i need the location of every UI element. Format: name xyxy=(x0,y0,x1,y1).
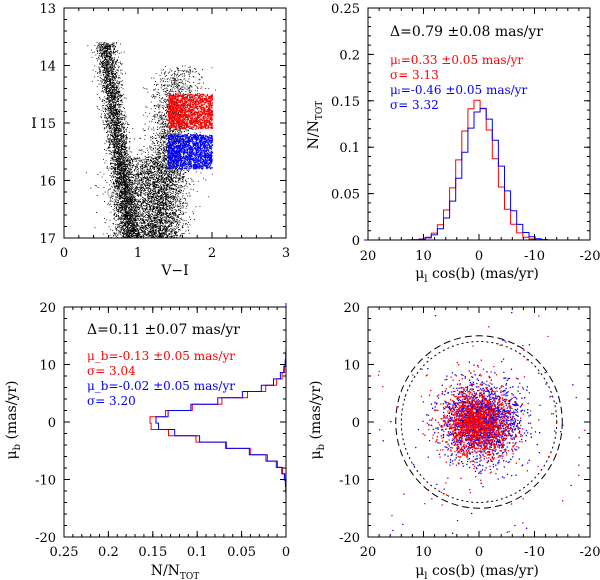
vpd-xlabel: μl cos(b) (mas/yr) xyxy=(415,563,539,580)
hist-l-ytick-label: 0.1 xyxy=(339,141,360,156)
vpd-red-points xyxy=(377,315,586,533)
cmd-blue-selection xyxy=(167,133,214,170)
hist-l-ytick-label: 0.05 xyxy=(331,188,360,203)
hist-l-frame xyxy=(367,7,591,241)
cmd-red-selection xyxy=(167,93,214,130)
hist-l-ticks: 20 10 0 -10 -20 0 0.05 0.1 0.15 0.2 0.25 xyxy=(331,2,600,264)
hist-b-ytick-label: 10 xyxy=(39,359,56,374)
hist-l-delta: Δ=0.79 ±0.08 mas/yr xyxy=(390,24,543,40)
hist-l-ylabel: N/NTOT xyxy=(306,101,325,150)
vpd-ytick-label: 10 xyxy=(343,359,360,374)
hist-b-frame xyxy=(63,306,287,538)
cmd-ytick-label: 16 xyxy=(39,175,56,190)
hist-b-ytick-label: -10 xyxy=(35,474,56,489)
hist-l-ytick-label: 0.25 xyxy=(331,2,360,17)
vpd-xtick-label: -20 xyxy=(580,545,600,560)
hist-b-red-mu: μ_b=-0.13 ±0.05 mas/yr xyxy=(87,349,235,363)
vpd-ylabel: μb (mas/yr) xyxy=(308,380,327,459)
vpd-xtick-label: 10 xyxy=(415,545,432,560)
cmd-ytick-label: 14 xyxy=(39,60,56,75)
hist-l-ytick-label: 0.15 xyxy=(331,95,360,110)
cmd-panel: 0 1 2 3 13 14 15 16 17 V−I I xyxy=(31,2,290,279)
hist-b-xlabel: N/NTOT xyxy=(151,563,200,580)
hist-b-bars xyxy=(149,303,287,537)
cmd-xlabel: V−I xyxy=(160,263,188,279)
hist-l-xtick-label: -10 xyxy=(524,249,545,264)
hist-l-bars xyxy=(364,99,590,241)
hist-b-blue-sigma: σ= 3.20 xyxy=(87,394,136,408)
hist-b-ytick-label: 0 xyxy=(48,416,56,431)
cmd-ytick-label: 17 xyxy=(39,232,56,247)
vpd-ytick-label: -10 xyxy=(339,474,360,489)
hist-b-xtick-label: 0.1 xyxy=(187,545,208,560)
hist-b-red-sigma: σ= 3.04 xyxy=(87,364,136,378)
cmd-xtick-label: 3 xyxy=(282,246,290,261)
hist-l-blue-sigma: σ= 3.32 xyxy=(390,98,439,112)
hist-b-xtick-label: 0.25 xyxy=(50,545,79,560)
hist-l-panel: 20 10 0 -10 -20 0 0.05 0.1 0.15 0.2 0.25 μl cos(b)… xyxy=(306,2,600,285)
vpd-panel: 20 10 0 -10 -20 -20 -10 0 10 20 μl cos(b) (mas/yr… xyxy=(308,301,600,580)
hist-l-ytick-label: 0 xyxy=(352,234,360,249)
hist-l-red-sigma: σ= 3.13 xyxy=(390,68,439,82)
hist-b-xtick-label: 0.2 xyxy=(98,545,119,560)
cmd-xtick-label: 1 xyxy=(134,246,142,261)
hist-l-xlabel: μl cos(b) (mas/yr) xyxy=(415,266,539,285)
hist-l-xtick-label: -20 xyxy=(580,249,600,264)
vpd-dashed-circle xyxy=(395,335,563,509)
hist-b-ytick-label: -20 xyxy=(35,531,56,546)
vpd-ytick-label: -20 xyxy=(339,531,360,546)
vpd-xtick-label: 20 xyxy=(360,545,377,560)
hist-b-blue-series xyxy=(155,303,287,537)
cmd-ylabel: I xyxy=(31,116,37,132)
hist-b-blue-mu: μ_b=-0.02 ±0.05 mas/yr xyxy=(87,379,235,393)
hist-b-ylabel: μb (mas/yr) xyxy=(4,380,23,459)
cmd-field-stars xyxy=(85,42,216,239)
hist-b-delta: Δ=0.11 ±0.07 mas/yr xyxy=(87,322,240,338)
vpd-xtick-label: -10 xyxy=(524,545,545,560)
hist-b-xtick-label: 0.05 xyxy=(227,545,256,560)
vpd-points xyxy=(377,311,586,534)
vpd-xtick-label: 0 xyxy=(475,545,483,560)
vpd-ticks: 20 10 0 -10 -20 -20 -10 0 10 20 xyxy=(339,301,600,560)
vpd-ytick-label: 0 xyxy=(352,416,360,431)
hist-b-ticks: 0.25 0.2 0.15 0.1 0.05 0 -20 -10 0 10 20 xyxy=(35,301,290,560)
hist-b-xtick-label: 0.15 xyxy=(138,545,167,560)
hist-l-xtick-label: 0 xyxy=(475,249,483,264)
cmd-ytick-label: 13 xyxy=(39,2,56,17)
cmd-xtick-label: 2 xyxy=(208,246,216,261)
hist-l-ytick-label: 0.2 xyxy=(339,48,360,63)
hist-l-red-series xyxy=(364,99,590,241)
hist-l-xtick-label: 20 xyxy=(360,249,377,264)
hist-b-xtick-label: 0 xyxy=(282,545,290,560)
hist-l-red-mu: μₗ=0.33 ±0.05 mas/yr xyxy=(390,53,523,67)
hist-b-panel: 0.25 0.2 0.15 0.1 0.05 0 -20 -10 0 10 20 N/NTOT μb… xyxy=(4,301,290,580)
hist-l-blue-series xyxy=(364,108,590,241)
vpd-ytick-label: 20 xyxy=(343,301,360,316)
hist-b-red-series xyxy=(149,303,287,537)
cmd-ytick-label: 15 xyxy=(39,117,56,132)
cmd-points xyxy=(85,42,216,239)
hist-b-ytick-label: 20 xyxy=(39,301,56,316)
cmd-xtick-label: 0 xyxy=(60,246,68,261)
cmd-ticks: 0 1 2 3 13 14 15 16 17 xyxy=(39,2,290,261)
hist-l-xtick-label: 10 xyxy=(415,249,432,264)
hist-l-blue-mu: μₗ=-0.46 ±0.05 mas/yr xyxy=(390,83,527,97)
